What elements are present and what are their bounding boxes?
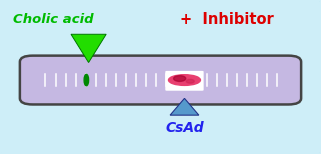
Ellipse shape bbox=[174, 76, 186, 81]
Text: CsAd: CsAd bbox=[165, 121, 204, 135]
Ellipse shape bbox=[186, 79, 194, 83]
FancyBboxPatch shape bbox=[20, 56, 301, 104]
FancyBboxPatch shape bbox=[165, 71, 204, 91]
Text: +  Inhibitor: + Inhibitor bbox=[180, 12, 273, 26]
Polygon shape bbox=[170, 98, 199, 115]
Ellipse shape bbox=[169, 75, 200, 85]
Polygon shape bbox=[71, 34, 106, 63]
Ellipse shape bbox=[84, 74, 89, 86]
Text: Cholic acid: Cholic acid bbox=[13, 12, 94, 26]
